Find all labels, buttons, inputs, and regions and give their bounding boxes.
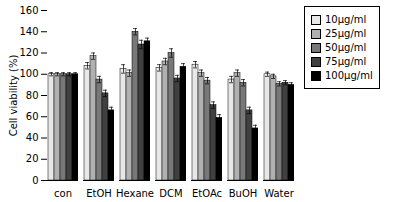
- svg-text:EtOH: EtOH: [86, 188, 112, 199]
- html-text:75μg/ml: 75μg/ml: [325, 56, 367, 67]
- svg-text:80: 80: [26, 90, 39, 101]
- svg-text:BuOH: BuOH: [229, 188, 258, 199]
- html-text:25μg/ml: 25μg/ml: [325, 28, 367, 39]
- svg-text:140: 140: [19, 26, 38, 37]
- svg-text:0: 0: [32, 175, 38, 186]
- svg-text:EtOAc: EtOAc: [192, 188, 222, 199]
- svg-text:100: 100: [19, 68, 38, 79]
- svg-text:Water: Water: [264, 188, 294, 199]
- html-text:100μg/ml: 100μg/ml: [325, 70, 373, 81]
- svg-text:Hexane: Hexane: [116, 188, 154, 199]
- svg-text:60: 60: [26, 111, 39, 122]
- svg-text:con: con: [54, 188, 72, 199]
- html-text:50μg/ml: 50μg/ml: [325, 42, 367, 53]
- svg-text:160: 160: [19, 5, 38, 16]
- svg-text:Cell viability (%): Cell viability (%): [8, 55, 19, 137]
- html-text:10μg/ml: 10μg/ml: [325, 14, 367, 25]
- svg-text:DCM: DCM: [159, 188, 182, 199]
- svg-text:20: 20: [26, 153, 39, 164]
- svg-text:120: 120: [19, 47, 38, 58]
- svg-text:40: 40: [26, 132, 39, 143]
